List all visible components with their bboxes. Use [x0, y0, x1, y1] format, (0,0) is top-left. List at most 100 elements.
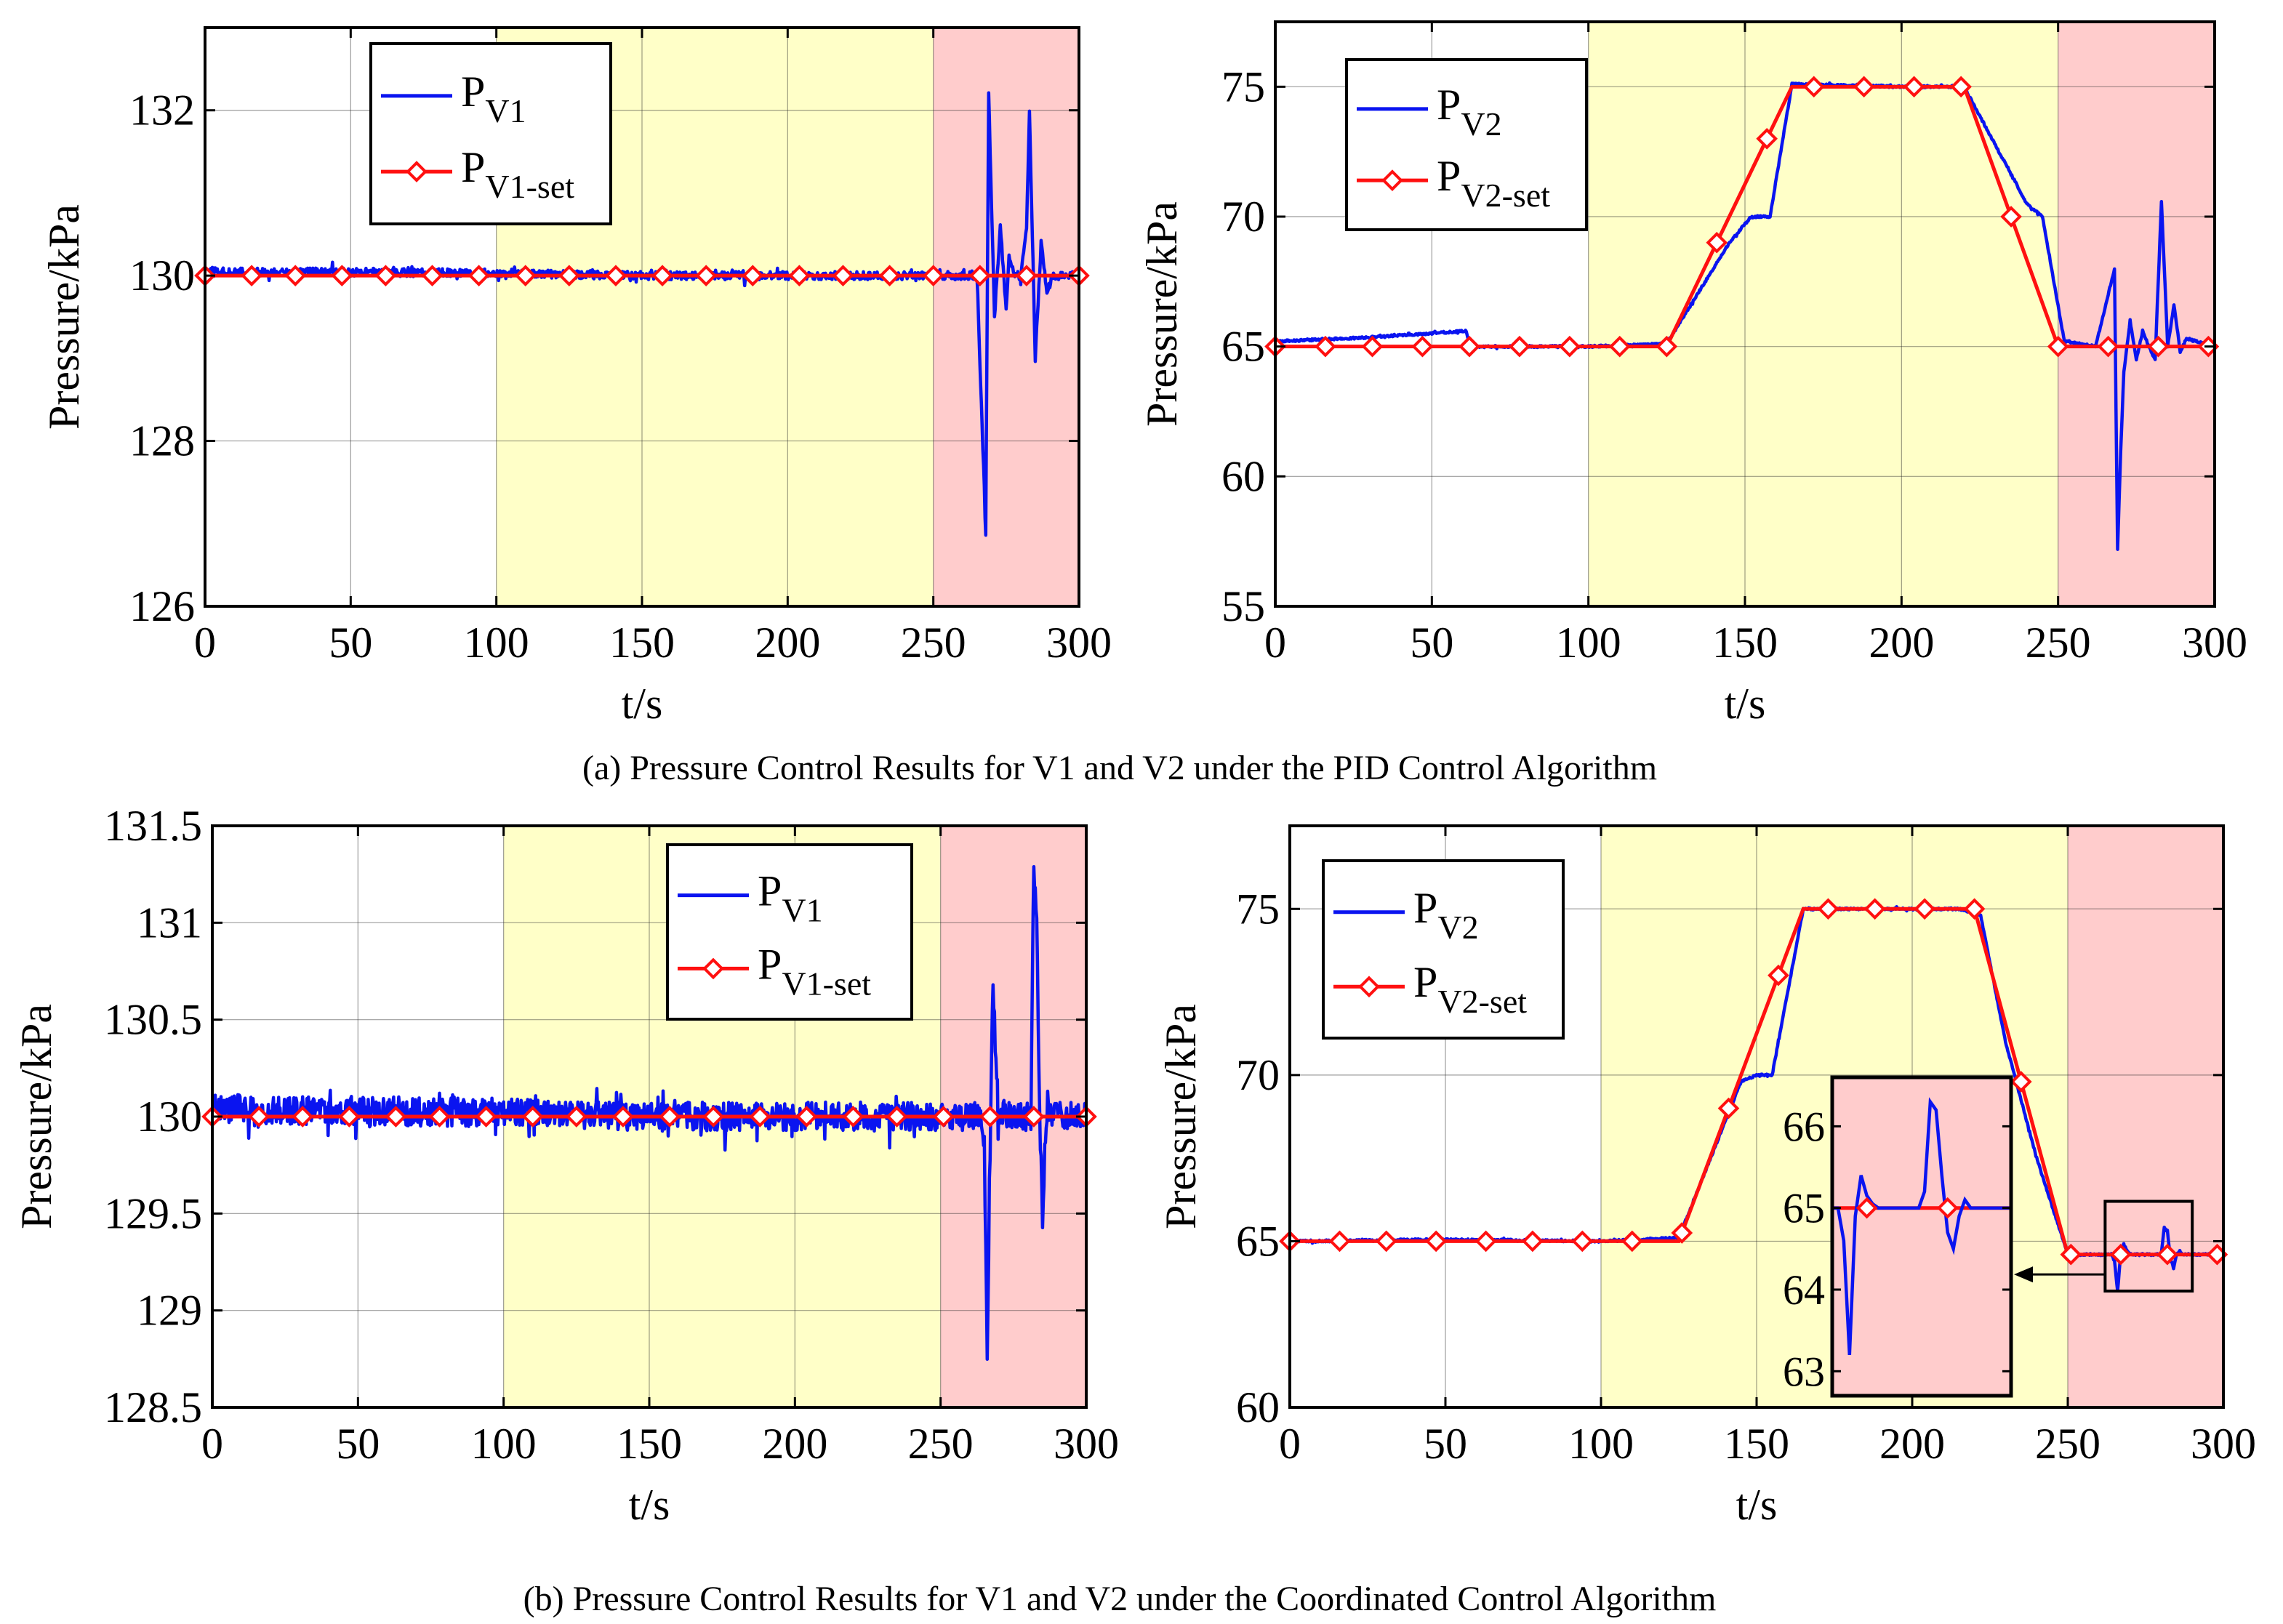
- setpoint-marker: [292, 1106, 314, 1127]
- setpoint-marker: [968, 265, 991, 286]
- setpoint-marker: [521, 1106, 544, 1127]
- setpoint-marker: [979, 1106, 1001, 1127]
- setpoint-marker: [1802, 76, 1825, 98]
- setpoint-marker: [1903, 76, 1925, 98]
- setpoint-marker: [475, 1106, 497, 1127]
- setpoint-marker: [1459, 335, 1480, 358]
- setpoint-marker: [1509, 335, 1530, 358]
- inset-y-tick-label: 64: [1783, 1266, 1825, 1314]
- setpoint-marker: [2109, 1243, 2132, 1266]
- setpoint-marker: [1914, 898, 1935, 920]
- legend-marker-setpoint: [1381, 169, 1403, 191]
- setpoint-marker: [1425, 1230, 1447, 1253]
- y-tick-label: 128.5: [104, 1383, 202, 1431]
- setpoint-marker: [2010, 1071, 2032, 1093]
- setpoint-marker: [2156, 1243, 2178, 1266]
- inset-setpoint-marker: [1855, 1197, 1878, 1219]
- y-tick-label: 60: [1236, 1383, 1280, 1431]
- y-tick-label: 129: [137, 1287, 202, 1335]
- y-tick-label: 65: [1236, 1217, 1280, 1265]
- setpoint-marker: [468, 265, 490, 286]
- setpoint-marker: [566, 1106, 587, 1127]
- y-tick-label: 75: [1221, 63, 1265, 110]
- setpoint-marker: [832, 265, 854, 286]
- x-tick-label: 150: [1712, 619, 1778, 667]
- y-tick-label: 55: [1221, 582, 1265, 630]
- setpoint-marker: [922, 265, 944, 286]
- x-tick-label: 0: [194, 619, 216, 667]
- setpoint-marker: [1016, 265, 1038, 286]
- setpoint-marker: [1315, 335, 1336, 358]
- inset-measured-line: [1832, 1097, 2011, 1355]
- x-tick-label: 50: [329, 619, 372, 667]
- x-tick-label: 200: [1869, 619, 1934, 667]
- legend-label-setpoint: PV2-set: [1413, 958, 1527, 1020]
- x-axis-label: t/s: [1736, 1481, 1778, 1529]
- caption-a: (a) Pressure Control Results for V1 and …: [582, 749, 1657, 787]
- x-tick-label: 200: [762, 1420, 827, 1468]
- zoom-arrow-head: [2014, 1266, 2033, 1283]
- chart-b2: 0 50 100 150 200 250 300 60 65 70 75 t/s Pressure/kP…: [1157, 824, 2256, 1529]
- x-axis-label: t/s: [629, 1481, 670, 1529]
- setpoint-marker: [1621, 1230, 1643, 1253]
- y-tick-label: 65: [1221, 323, 1265, 371]
- setpoint-marker: [1950, 76, 1972, 98]
- x-tick-label: 100: [464, 619, 529, 667]
- y-axis-label: Pressure/kPa: [1157, 1004, 1205, 1229]
- setpoint-marker: [331, 265, 353, 286]
- setpoint-marker: [695, 265, 717, 286]
- chart-a2: 0 50 100 150 200 250 300 55 60 65 70 75 t/s Pressure/…: [1138, 20, 2247, 728]
- setpoint-marker: [651, 265, 673, 286]
- setpoint-marker: [1768, 964, 1789, 986]
- y-tick-label: 132: [129, 87, 195, 134]
- setpoint-marker: [842, 1106, 864, 1127]
- x-tick-label: 0: [201, 1420, 223, 1468]
- setpoint-marker: [1361, 335, 1384, 358]
- inset-y-tick-label: 66: [1783, 1103, 1825, 1150]
- x-tick-label: 100: [1556, 619, 1621, 667]
- shaded-region-red: [933, 28, 1079, 606]
- x-tick-label: 300: [1046, 619, 1112, 667]
- setpoint-marker: [1522, 1230, 1544, 1253]
- setpoint-marker: [788, 265, 811, 286]
- setpoint-marker: [421, 265, 444, 286]
- x-tick-label: 0: [1279, 1420, 1301, 1468]
- setpoint-marker: [659, 1106, 681, 1127]
- legend-marker-setpoint: [702, 957, 724, 980]
- inset-y-tick-label: 65: [1783, 1185, 1825, 1232]
- setpoint-marker: [795, 1106, 818, 1127]
- y-tick-label: 130: [129, 252, 195, 300]
- y-axis-label: Pressure/kPa: [40, 204, 88, 430]
- setpoint-marker: [1671, 1222, 1693, 1244]
- x-tick-label: 0: [1264, 619, 1286, 667]
- setpoint-marker: [1706, 231, 1728, 254]
- x-tick-label: 300: [1054, 1420, 1119, 1468]
- y-tick-label: 70: [1221, 193, 1265, 241]
- setpoint-marker: [428, 1106, 451, 1127]
- x-tick-label: 150: [1724, 1420, 1789, 1468]
- y-tick-label: 128: [129, 417, 195, 465]
- chart-b1: 0 50 100 150 200 250 300 128.5 129 129.5 130 130.5 1…: [12, 802, 1119, 1529]
- x-tick-label: 250: [2026, 619, 2091, 667]
- shaded-region-red: [2068, 826, 2223, 1407]
- x-tick-label: 150: [617, 1420, 682, 1468]
- setpoint-marker: [702, 1106, 724, 1127]
- setpoint-marker: [248, 1106, 270, 1127]
- y-tick-label: 70: [1236, 1051, 1280, 1099]
- legend-marker-setpoint: [1358, 976, 1380, 998]
- x-tick-label: 50: [1424, 1420, 1467, 1468]
- setpoint-marker: [932, 1106, 955, 1127]
- setpoint-marker: [1656, 335, 1678, 358]
- setpoint-marker: [2000, 206, 2022, 228]
- inset-zoom: 63 64 65 66: [1783, 1075, 2194, 1398]
- x-axis-label: t/s: [622, 680, 663, 728]
- series-measured-line: [1275, 81, 2215, 551]
- y-tick-label: 60: [1221, 452, 1265, 500]
- setpoint-marker: [1717, 1097, 1740, 1119]
- legend-box: [666, 843, 913, 1021]
- setpoint-marker: [1817, 898, 1839, 920]
- x-tick-label: 250: [908, 1420, 974, 1468]
